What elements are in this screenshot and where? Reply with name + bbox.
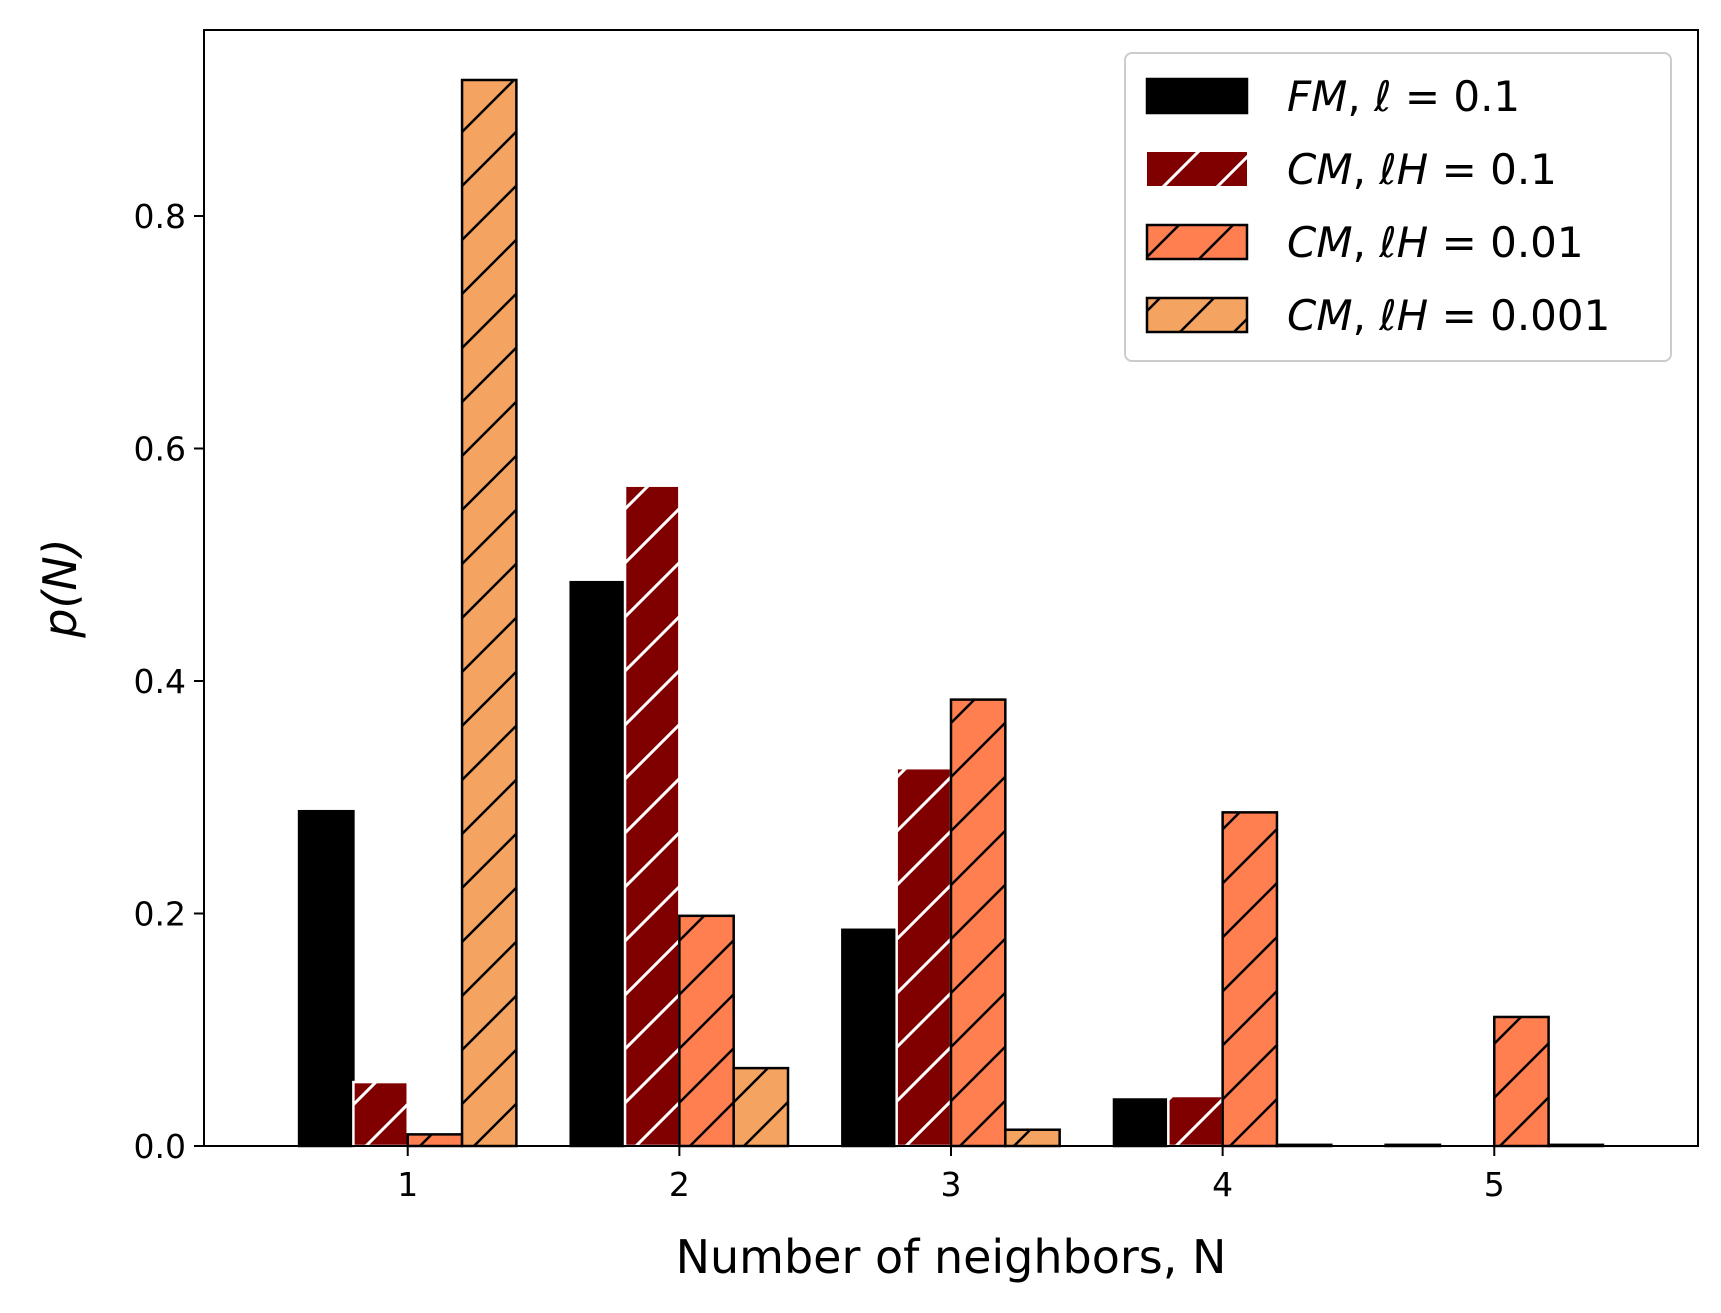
legend-swatch-hatch — [1147, 225, 1247, 259]
legend-item-1: FM, ℓ = 0.1 — [1145, 72, 1520, 121]
bar-s2-n1-hatch — [353, 1082, 408, 1146]
legend-swatch-hatch — [1147, 298, 1247, 332]
y-tick-label: 0.8 — [134, 197, 186, 236]
bar-s4-n2-hatch — [733, 1068, 789, 1146]
plot-frame — [203, 29, 1699, 1147]
bar-s3-n3-hatch — [951, 699, 1006, 1146]
y-tick-label: 0.0 — [134, 1127, 186, 1166]
legend-swatch-edge — [1145, 77, 1249, 115]
series-1 — [297, 580, 1442, 1148]
legend-swatch — [1147, 79, 1247, 113]
bar-s1-n3 — [842, 929, 897, 1146]
x-axis-label: Number of neighbors, N — [676, 1230, 1227, 1284]
bar-s3-n5-hatch — [1494, 1016, 1549, 1146]
legend-item-3: CM, ℓH = 0.01 — [1145, 218, 1584, 267]
legend-swatch-edge — [1145, 296, 1249, 334]
x-tick-label: 2 — [669, 1165, 690, 1204]
bar-s4-n3-hatch — [1005, 1129, 1060, 1146]
bar-s3-n1-hatch — [407, 1134, 463, 1146]
legend-label: CM, ℓH = 0.01 — [1287, 218, 1584, 267]
series-3 — [406, 698, 1550, 1148]
bar-s2-n3-hatch — [896, 768, 951, 1146]
x-axis-ticks: 1 2 3 4 5 — [397, 1146, 1505, 1204]
legend-swatch-edge — [1145, 223, 1249, 261]
y-tick-label: 0.2 — [134, 895, 186, 934]
legend: FM, ℓ = 0.1 CM, ℓH = 0.1 CM, ℓH = 0.01 CM, … — [1124, 52, 1672, 362]
bar-s1-n4 — [1113, 1099, 1169, 1146]
legend-label: CM, ℓH = 0.001 — [1287, 291, 1610, 340]
bar-s3-n2-hatch — [679, 915, 734, 1146]
legend-label: CM, ℓH = 0.1 — [1287, 145, 1557, 194]
bar-s3-n4-hatch — [1222, 812, 1277, 1146]
x-tick-label: 4 — [1212, 1165, 1233, 1204]
y-tick-label: 0.6 — [134, 430, 186, 469]
legend-swatch-hatch — [1147, 152, 1247, 186]
y-tick-label: 0.4 — [134, 662, 186, 701]
bar-s4-n1-hatch — [462, 79, 517, 1146]
bar-s2-n4-hatch — [1168, 1096, 1223, 1146]
legend-item-2: CM, ℓH = 0.1 — [1147, 145, 1557, 194]
legend-label: FM, ℓ = 0.1 — [1287, 72, 1520, 121]
bar-s1-n2 — [570, 582, 626, 1146]
bar-s1-n1 — [299, 811, 354, 1146]
legend-item-4: CM, ℓH = 0.001 — [1145, 291, 1610, 340]
bar-s2-n2-hatch — [625, 485, 680, 1146]
x-tick-label: 1 — [397, 1165, 418, 1204]
y-axis-ticks: 0.0 0.2 0.4 0.6 0.8 — [134, 197, 204, 1166]
legend-frame — [1124, 52, 1672, 362]
x-tick-label: 3 — [941, 1165, 962, 1204]
bars-layer — [297, 78, 1605, 1148]
x-tick-label: 5 — [1484, 1165, 1505, 1204]
y-axis-label: p(N) — [33, 538, 87, 639]
series-4 — [460, 78, 1605, 1148]
series-2 — [352, 484, 1224, 1148]
